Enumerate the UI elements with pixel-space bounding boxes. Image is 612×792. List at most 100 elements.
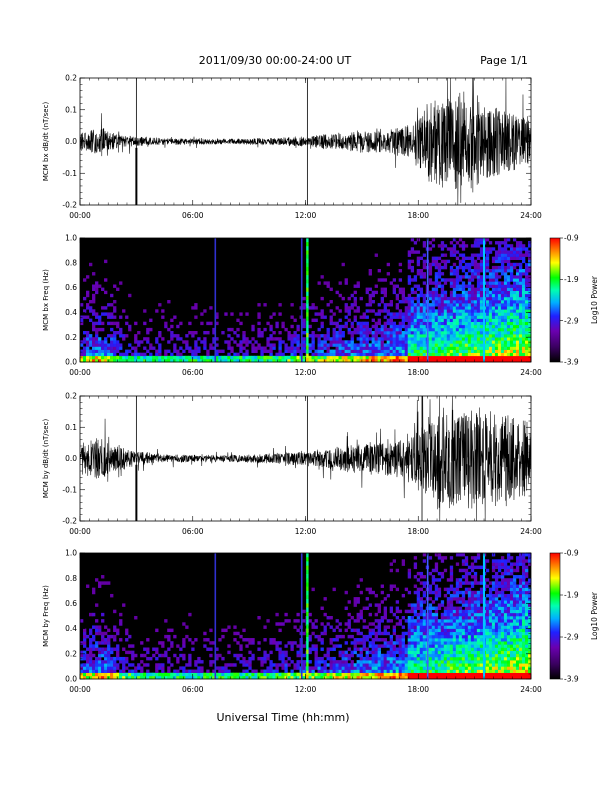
- spectrogram-cell: [95, 281, 99, 285]
- spectrogram-cell: [320, 622, 324, 626]
- spectrogram-cell: [95, 346, 99, 350]
- spectrogram-cell: [461, 337, 466, 341]
- spectrogram-cell: [266, 355, 270, 360]
- spectrogram-cell: [509, 343, 514, 347]
- spectrogram-cell: [179, 666, 183, 670]
- spectrogram-cell: [101, 612, 105, 617]
- spectrogram-cell: [353, 303, 357, 307]
- spectrogram-cell: [398, 331, 403, 335]
- spectrogram-cell: [527, 244, 532, 248]
- spectrogram-cell: [440, 278, 445, 282]
- spectrogram-cell: [470, 660, 475, 664]
- spectrogram-cell: [470, 324, 475, 329]
- spectrogram-cell: [377, 647, 381, 651]
- spectrogram-cell: [440, 603, 445, 607]
- spectrogram-cell: [476, 343, 481, 347]
- spectrogram-cell: [407, 656, 412, 661]
- spectrogram-cell: [455, 606, 460, 610]
- spectrogram-cell: [263, 349, 267, 353]
- spectrogram-cell: [455, 647, 460, 651]
- spectrogram-cell: [353, 603, 357, 607]
- spectrogram-cell: [515, 331, 520, 335]
- spectrogram-cell: [323, 666, 327, 670]
- spectrogram-cell: [332, 647, 336, 651]
- spectrogram-cell: [194, 672, 198, 677]
- spectrogram-cell: [266, 669, 270, 673]
- spectrogram-cell: [392, 641, 396, 645]
- spectrogram-cell: [431, 337, 436, 341]
- spectrogram-cell: [215, 349, 219, 353]
- spectrogram-cell: [314, 306, 318, 310]
- spectrogram-cell: [434, 612, 439, 617]
- spectrogram-cell: [389, 281, 393, 285]
- spectrogram-cell: [308, 343, 312, 347]
- spectrogram-cell: [491, 334, 496, 338]
- spectrogram-cell: [113, 346, 117, 350]
- spectrogram-cell: [95, 315, 99, 319]
- spectrogram-cell: [440, 619, 445, 623]
- spectrogram-cell: [95, 578, 99, 582]
- spectrogram-cell: [485, 355, 490, 360]
- spectrogram-cell: [440, 300, 445, 304]
- spectrogram-cell: [446, 337, 451, 341]
- spectrogram-cell: [413, 606, 418, 610]
- spectrogram-cell: [98, 669, 102, 673]
- spectrogram-cell: [488, 321, 493, 326]
- spectrogram-cell: [215, 653, 219, 658]
- spectrogram-cell: [440, 352, 445, 357]
- spectrogram-cell: [365, 327, 369, 332]
- spectrogram-cell: [122, 358, 126, 363]
- spectrogram-cell: [428, 584, 433, 588]
- spectrogram-cell: [269, 355, 273, 360]
- spectrogram-cell: [431, 315, 436, 319]
- spectrogram-cell: [152, 675, 156, 680]
- spectrogram-cell: [437, 663, 442, 667]
- spectrogram-cell: [134, 672, 138, 677]
- spectrogram-cell: [461, 553, 466, 557]
- spectrogram-cell: [503, 287, 508, 291]
- spectrogram-cell: [497, 256, 502, 260]
- spectrogram-cell: [452, 625, 457, 629]
- spectrogram-cell: [503, 293, 508, 298]
- spectrogram-cell: [500, 315, 505, 319]
- spectrogram-cell: [503, 331, 508, 335]
- spectrogram-cell: [137, 672, 141, 677]
- spectrogram-cell: [149, 358, 153, 363]
- spectrogram-cell: [218, 349, 222, 353]
- spectrogram-cell: [284, 612, 288, 617]
- spectrogram-cell: [155, 355, 159, 360]
- spectrogram-cell: [356, 331, 360, 335]
- spectrogram-cell: [323, 663, 327, 667]
- spectrogram-cell: [512, 247, 517, 251]
- spectrogram-cell: [173, 343, 177, 347]
- spectrogram-cell: [353, 296, 357, 301]
- spectrogram-cell: [332, 321, 336, 326]
- spectrogram-cell: [461, 650, 466, 655]
- spectrogram-cell: [452, 312, 457, 316]
- spectrogram-cell: [518, 315, 523, 319]
- spectrogram-cell: [500, 256, 505, 260]
- spectrogram-cell: [452, 306, 457, 310]
- spectrogram-cell: [410, 622, 415, 626]
- spectrogram-cell: [443, 346, 448, 350]
- spectrogram-cell: [395, 606, 400, 610]
- spectrogram-cell: [455, 355, 460, 360]
- spectrogram-cell: [212, 669, 216, 673]
- spectrogram-cell: [521, 269, 526, 273]
- spectrogram-cell: [503, 241, 508, 245]
- spectrogram-cell: [500, 290, 505, 295]
- spectrogram-cell: [461, 628, 466, 633]
- spectrogram-cell: [413, 296, 418, 301]
- spectrogram-cell: [86, 337, 90, 341]
- spectrogram-cell: [323, 660, 327, 664]
- spectrogram-cell: [524, 358, 529, 363]
- spectrogram-cell: [140, 358, 144, 363]
- spectrogram-cell: [413, 660, 418, 664]
- spectrogram-cell: [359, 346, 363, 350]
- spectrogram-cell: [377, 331, 381, 335]
- spectrogram-cell: [401, 638, 406, 642]
- spectrogram-cell: [293, 358, 297, 363]
- spectrogram-cell: [410, 352, 415, 357]
- spectrogram-cell: [452, 669, 457, 673]
- spectrogram-cell: [515, 275, 520, 279]
